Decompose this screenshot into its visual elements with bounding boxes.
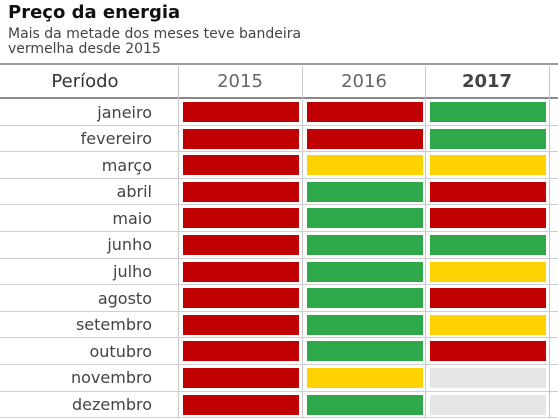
period-column-header: Período [51, 71, 119, 92]
column-divider [425, 66, 426, 418]
flag-cell-dezembro-2017 [430, 394, 546, 415]
month-label: maio [112, 208, 152, 228]
flag-cell-janeiro-2015 [183, 102, 299, 122]
flag-cell-dezembro-2015 [183, 394, 299, 415]
table-row: outubro [0, 338, 558, 365]
flag-cell-junho-2017 [430, 234, 546, 255]
flag-cell-junho-2015 [183, 234, 299, 255]
table-row: dezembro [0, 392, 558, 418]
flag-cell-abril-2017 [430, 181, 546, 202]
flag-cell-janeiro-2016 [307, 102, 423, 122]
flag-cell-agosto-2017 [430, 288, 546, 309]
month-label: janeiro [97, 102, 152, 122]
month-label: junho [107, 235, 152, 255]
column-divider [302, 66, 303, 418]
flag-cell-junho-2016 [307, 234, 423, 255]
flag-cell-setembro-2017 [430, 314, 546, 335]
year-header-2017: 2017 [461, 71, 513, 92]
flag-cell-julho-2017 [430, 261, 546, 282]
chart-title: Preço da energia [8, 2, 181, 23]
flag-table: Período 2015 2016 2017 janeiro fevereiro mar… [0, 66, 558, 418]
table-row: julho [0, 259, 558, 286]
table-row: janeiro [0, 99, 558, 126]
year-header-2016: 2016 [341, 71, 387, 92]
header-top-rule [0, 63, 558, 65]
flag-cell-fevereiro-2017 [430, 128, 546, 149]
flag-cell-outubro-2017 [430, 341, 546, 362]
month-label: dezembro [72, 395, 152, 415]
flag-cell-dezembro-2016 [307, 394, 423, 415]
flag-cell-julho-2015 [183, 261, 299, 282]
month-label: março [101, 155, 152, 175]
year-header-2015: 2015 [217, 71, 263, 92]
flag-cell-outubro-2015 [183, 341, 299, 362]
flag-cell-agosto-2016 [307, 288, 423, 309]
table-row: junho [0, 232, 558, 259]
month-label: julho [113, 262, 152, 282]
table-row: novembro [0, 365, 558, 392]
chart-subtitle: Mais da metade dos meses teve bandeira v… [8, 26, 302, 57]
flag-cell-março-2017 [430, 155, 546, 176]
column-divider [549, 66, 550, 418]
table-row: agosto [0, 285, 558, 312]
column-divider [178, 66, 179, 418]
flag-cell-novembro-2015 [183, 367, 299, 388]
flag-cell-fevereiro-2016 [307, 128, 423, 149]
flag-cell-abril-2016 [307, 181, 423, 202]
flag-cell-março-2016 [307, 155, 423, 176]
table-row: março [0, 152, 558, 179]
flag-cell-agosto-2015 [183, 288, 299, 309]
table-row: abril [0, 179, 558, 206]
month-label: agosto [97, 288, 152, 308]
flag-cell-abril-2015 [183, 181, 299, 202]
table-header-row: Período 2015 2016 2017 [0, 66, 558, 99]
month-label: novembro [71, 368, 152, 388]
table-row: fevereiro [0, 126, 558, 153]
flag-cell-março-2015 [183, 155, 299, 176]
flag-cell-novembro-2016 [307, 367, 423, 388]
flag-cell-novembro-2017 [430, 367, 546, 388]
flag-cell-maio-2015 [183, 208, 299, 229]
flag-cell-setembro-2016 [307, 314, 423, 335]
flag-cell-outubro-2016 [307, 341, 423, 362]
month-label: fevereiro [80, 129, 152, 149]
flag-cell-fevereiro-2015 [183, 128, 299, 149]
flag-cell-setembro-2015 [183, 314, 299, 335]
flag-cell-janeiro-2017 [430, 102, 546, 122]
table-row: maio [0, 205, 558, 232]
month-label: setembro [75, 315, 152, 335]
month-label: abril [116, 182, 152, 202]
flag-cell-julho-2016 [307, 261, 423, 282]
month-label: outubro [89, 341, 152, 361]
table-row: setembro [0, 312, 558, 339]
flag-cell-maio-2016 [307, 208, 423, 229]
flag-cell-maio-2017 [430, 208, 546, 229]
